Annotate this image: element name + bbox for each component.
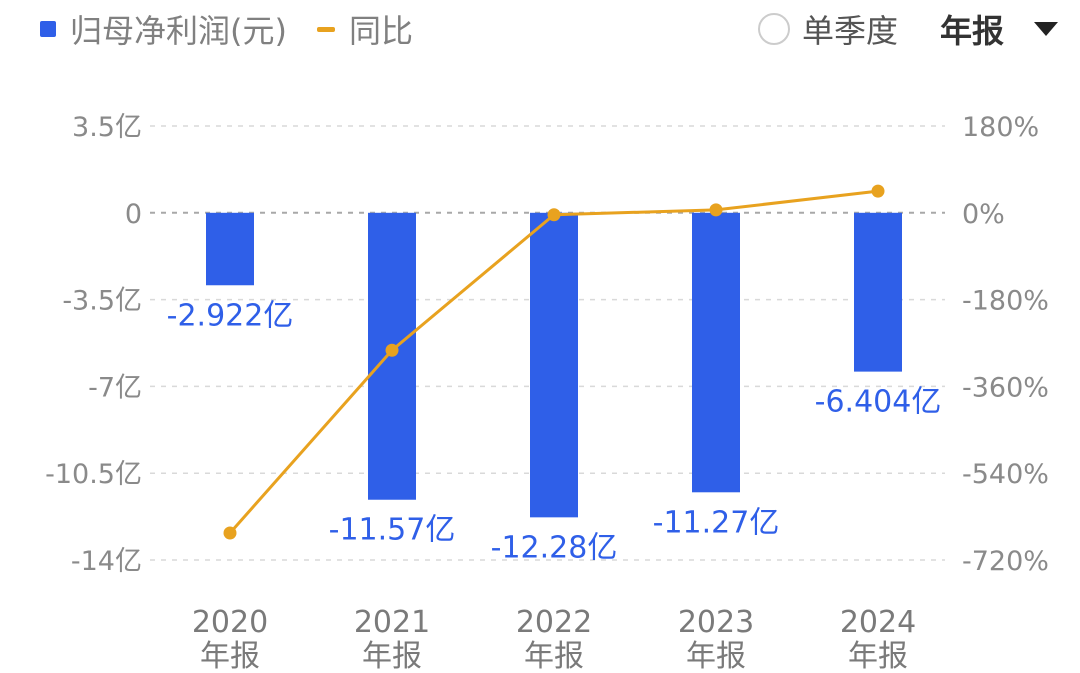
right-axis-tick-label: 180% (962, 112, 1039, 143)
legend-label-net-profit: 归母净利润(元) (70, 12, 287, 50)
left-axis-tick-label: -10.5亿 (45, 459, 142, 490)
bar-data-label: -11.27亿 (653, 505, 780, 540)
quarter-radio-label: 单季度 (801, 12, 898, 50)
chart-controls: 单季度 年报 (757, 6, 1058, 52)
yoy-point (223, 526, 237, 540)
x-axis-tick-label: 2023 (678, 605, 754, 640)
bar-data-label: -2.922亿 (167, 298, 294, 333)
bar-net-profit (692, 212, 740, 493)
bar-data-label: -6.404亿 (815, 385, 942, 420)
left-axis-tick-label: 3.5亿 (72, 112, 142, 143)
bar-net-profit (854, 212, 902, 372)
right-axis-tick-label: -720% (962, 546, 1049, 577)
left-axis-tick-label: -7亿 (88, 372, 142, 403)
left-axis-tick-label: -3.5亿 (62, 286, 142, 317)
yoy-point (547, 208, 561, 222)
legend-item-net-profit[interactable]: 归母净利润(元) (40, 6, 287, 52)
legend-item-yoy[interactable]: 同比 (316, 6, 413, 52)
legend-label-yoy: 同比 (348, 12, 413, 50)
yoy-point (385, 343, 399, 357)
x-axis-tick-label: 2022 (516, 605, 592, 640)
bar-series-swatch-icon (40, 21, 56, 37)
x-axis-tick-label: 年报 (200, 639, 260, 673)
right-axis-tick-label: -540% (962, 459, 1049, 490)
bar-data-label: -12.28亿 (491, 530, 618, 565)
x-axis-tick-label: 年报 (362, 639, 422, 673)
x-axis-tick-label: 年报 (524, 639, 584, 673)
left-axis-tick-label: 0 (125, 199, 142, 230)
bar-net-profit (206, 212, 254, 286)
radio-circle-icon (757, 13, 790, 45)
x-axis-tick-label: 2020 (192, 605, 268, 640)
yoy-point (709, 203, 723, 217)
right-axis-tick-label: 0% (962, 199, 1005, 230)
line-series-swatch-icon (316, 26, 335, 32)
x-axis-tick-label: 年报 (686, 639, 746, 673)
bar-data-label: -11.57亿 (329, 513, 456, 548)
period-select[interactable]: 年报 (940, 6, 1058, 52)
x-axis-tick-label: 年报 (848, 639, 908, 673)
bar-net-profit (530, 212, 578, 518)
period-select-value: 年报 (939, 12, 1004, 50)
right-axis-tick-label: -360% (962, 372, 1049, 403)
chart-legend: 归母净利润(元) 同比 (40, 6, 443, 52)
quarter-radio[interactable]: 单季度 (757, 6, 898, 52)
x-axis-tick-label: 2024 (840, 605, 916, 640)
left-axis-tick-label: -14亿 (71, 546, 142, 577)
x-axis-tick-label: 2021 (354, 605, 430, 640)
right-axis-tick-label: -180% (962, 286, 1049, 317)
caret-down-icon (1034, 22, 1058, 36)
yoy-point (871, 184, 885, 198)
